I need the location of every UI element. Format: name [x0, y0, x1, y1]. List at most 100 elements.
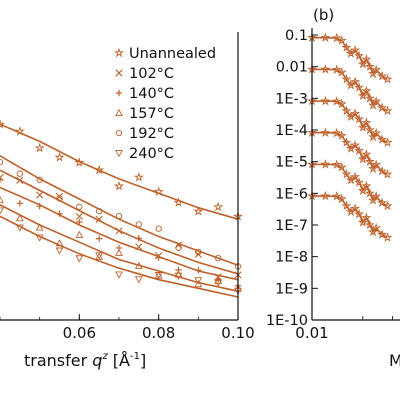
panel-a-legend-label: Unannealed [129, 46, 216, 62]
panel-b-data-point [364, 93, 375, 103]
panel-a-data-point [173, 197, 184, 207]
panel-b-data-point [331, 191, 342, 201]
panel-a-data-point [115, 271, 123, 279]
panel-b-y-tick-label: 1E-9 [275, 281, 308, 297]
panel-b-label: (b) [313, 6, 334, 24]
panel-a-data-point [135, 235, 143, 242]
panel-b-data-point [364, 124, 375, 135]
panel-b-data-point [357, 153, 368, 164]
panel-b-data-point [320, 95, 331, 106]
panel-b-y-tick-label: 1E-8 [275, 250, 308, 266]
panel-a-data-point [113, 180, 125, 191]
panel-b-data-point [377, 197, 388, 208]
panel-a-data-point [115, 227, 123, 235]
panel-b-data-point [371, 127, 382, 138]
panel-b-data-point [361, 149, 372, 159]
panel-b-y-tick-label: 0.01 [276, 60, 308, 76]
panel-a-data-point [55, 247, 64, 255]
panel-b-y-tick-label: 0.1 [285, 28, 308, 44]
panel-a-data-point [0, 176, 4, 183]
panel-b-data-point [371, 64, 382, 74]
panel-b-data-point [354, 50, 365, 61]
panel-b-data-point [364, 156, 375, 166]
panel-a-data-point [174, 272, 183, 280]
panel-a-data-point [194, 277, 203, 285]
panel-a-x-axis-label: transfer qz [Å-1] [24, 351, 146, 370]
panel-b-data-point [371, 159, 382, 169]
panel-b-axes: 0.1 0.01 1E-3 1E-4 1E-5 1E-6 1E-7 1E-8 1E-9 1E-10… [266, 28, 400, 342]
panel-b-y-tick-label: 1E-4 [275, 123, 308, 139]
panel-b-data-point [368, 226, 379, 237]
panel-a-data-point [213, 201, 224, 212]
panel-b-data-point [371, 191, 382, 201]
panel-a-data-point [135, 221, 143, 228]
panel-a-legend-label: 157°C [129, 106, 174, 122]
panel-b-data-point [368, 195, 379, 205]
panel-b-y-tick-label: 1E-10 [266, 313, 308, 329]
panel-b-data-point [354, 177, 365, 187]
panel-b-data-point [357, 58, 368, 69]
panel-a-data-point [35, 223, 44, 231]
panel-b-data-point [361, 85, 372, 96]
panel-b-data-point [336, 193, 347, 204]
panel-a-data-point [115, 248, 123, 256]
panel-a-fit-line [0, 215, 239, 298]
panel-a-data-point [174, 270, 183, 278]
panel-b-data-point [357, 90, 368, 101]
panel-b-data-point [341, 105, 352, 116]
panel-b-data-point [377, 70, 388, 81]
panel-b-data-point [320, 190, 331, 201]
panel-a-data-point [15, 214, 24, 222]
panel-b: 0.1 0.01 1E-3 1E-4 1E-5 1E-6 1E-7 1E-8 1E-9 1E-10… [266, 6, 400, 370]
panel-a-fit-line [0, 123, 239, 220]
panel-a-data-point [133, 172, 144, 182]
panel-a-legend-label: 192°C [129, 126, 174, 142]
panel-a-data-point [0, 119, 6, 129]
panel-b-data-point [331, 96, 342, 106]
panel-b-data-point [382, 137, 393, 147]
panel-b-data-point [354, 113, 365, 124]
panel-a-data-point [0, 195, 4, 204]
panel-a-x-tick-label: 0.06 [63, 324, 96, 342]
panel-a-data-point [15, 224, 24, 232]
panel-b-x-axis-label: M [389, 351, 400, 370]
panel-b-data-point [377, 102, 388, 113]
panel-a: 0.06 0.08 0.10 Unannealed 102°C 140°C 157°C 19… [0, 32, 255, 370]
panel-a-data-point [194, 280, 203, 288]
panel-b-data-point [341, 200, 352, 211]
panel-a-data-point [134, 261, 143, 269]
panel-a-data-point [0, 158, 4, 166]
panel-b-data-point [336, 162, 347, 172]
panel-a-data-point [55, 192, 64, 201]
panel-b-data-point [368, 131, 379, 142]
panel-b-y-tick-label: 1E-7 [275, 218, 308, 234]
panel-b-data-point [364, 219, 375, 230]
panel-b-data-point [364, 61, 375, 71]
panel-b-data-point [320, 159, 331, 169]
panel-b-data-point [320, 32, 331, 42]
panel-b-y-tick-label: 1E-6 [275, 186, 308, 202]
panel-b-data-point [350, 171, 361, 182]
panel-b-data-point [350, 139, 361, 150]
panel-a-data-point [95, 235, 103, 242]
panel-a-data-point [95, 252, 104, 260]
panel-b-data-point [357, 185, 368, 196]
panel-b-data-point [368, 68, 379, 78]
panel-a-x-tick-label: 0.10 [221, 324, 254, 342]
panel-b-data-point [382, 200, 393, 211]
panel-a-data-point [214, 255, 222, 262]
panel-b-data-point [331, 159, 342, 169]
panel-a-legend-marker [115, 149, 123, 158]
panel-a-data-point [0, 207, 4, 215]
panel-a-legend: Unannealed 102°C 140°C 157°C 192°C 240°C [113, 46, 216, 162]
panel-a-data-point [95, 215, 103, 223]
panel-a-legend-marker [115, 108, 123, 117]
panel-a-data-point [74, 157, 85, 167]
panel-b-data-point [336, 98, 347, 109]
panel-a-data-point [155, 225, 162, 232]
panel-a-data-point [94, 164, 105, 175]
panel-b-data-point [361, 212, 372, 222]
panel-a-data-point [95, 207, 103, 215]
panel-b-data-point [331, 64, 342, 74]
panel-b-data-point [382, 169, 393, 179]
